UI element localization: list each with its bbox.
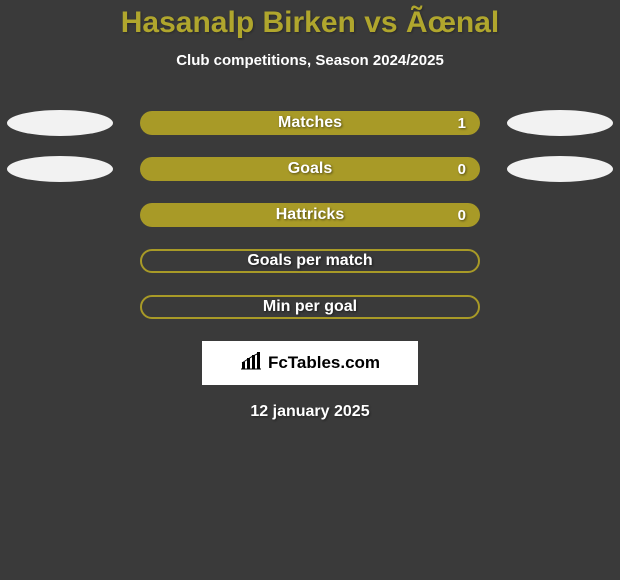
stat-row: Goals 0 (0, 157, 620, 181)
left-ellipse (7, 156, 113, 182)
stat-row: Matches 1 (0, 111, 620, 135)
logo-inner: FcTables.com (240, 352, 380, 375)
logo-box: FcTables.com (202, 341, 418, 385)
stat-label: Matches (278, 114, 342, 132)
left-ellipse (7, 110, 113, 136)
stat-rows: Matches 1 Goals 0 Hattricks 0 Goals per match M… (0, 111, 620, 319)
stat-row: Goals per match (0, 249, 620, 273)
stat-value-right: 0 (458, 207, 466, 224)
stat-pill: Matches 1 (140, 111, 480, 135)
stat-row: Hattricks 0 (0, 203, 620, 227)
subtitle: Club competitions, Season 2024/2025 (0, 52, 620, 69)
bar-chart-icon (240, 352, 262, 375)
stat-label: Goals per match (247, 252, 372, 270)
stat-label: Min per goal (263, 298, 357, 316)
right-ellipse (507, 110, 613, 136)
stat-pill: Goals per match (140, 249, 480, 273)
stat-label: Goals (288, 160, 332, 178)
right-ellipse (507, 156, 613, 182)
stat-label: Hattricks (276, 206, 344, 224)
date-line: 12 january 2025 (0, 403, 620, 421)
page-title: Hasanalp Birken vs Ãœnal (0, 0, 620, 40)
stat-row: Min per goal (0, 295, 620, 319)
stat-value-right: 1 (458, 115, 466, 132)
stat-value-right: 0 (458, 161, 466, 178)
logo-text: FcTables.com (268, 353, 380, 373)
comparison-widget: Hasanalp Birken vs Ãœnal Club competitio… (0, 0, 620, 421)
stat-pill: Hattricks 0 (140, 203, 480, 227)
stat-pill: Goals 0 (140, 157, 480, 181)
stat-pill: Min per goal (140, 295, 480, 319)
